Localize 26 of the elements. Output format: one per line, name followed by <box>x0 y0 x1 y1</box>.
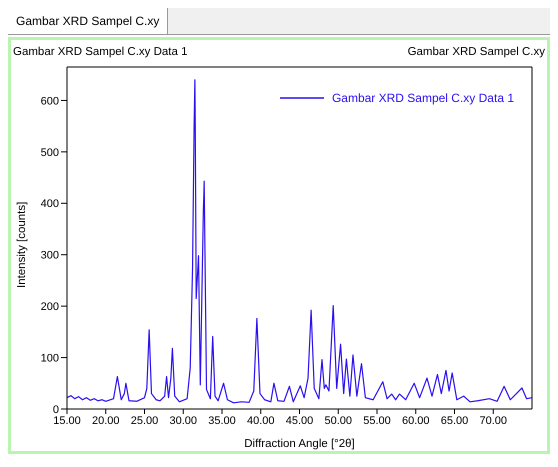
y-tick-label: 600 <box>40 95 59 108</box>
x-tick-label: 45.00 <box>286 414 314 427</box>
text: Gambar XRD Sampel C.xy <box>408 46 545 58</box>
y-axis-title: Intensity [counts] <box>16 202 28 288</box>
x-tick-label: 40.00 <box>246 414 275 427</box>
x-axis-title: Diffraction Angle [°2θ] <box>244 438 355 450</box>
x-tick-label: 50.00 <box>324 414 352 427</box>
x-tick-label: 65.00 <box>440 414 468 427</box>
text: Gambar XRD Sampel C.xy <box>8 8 168 34</box>
y-tick-label: 100 <box>40 352 59 364</box>
x-tick-label: 20.00 <box>92 414 120 427</box>
y-tick-label: 300 <box>40 250 59 262</box>
x-tick-label: 15.00 <box>53 414 81 427</box>
x-tick-label: 25.00 <box>130 414 158 427</box>
chart-title: Gambar XRD Sampel C.xy Data 1 <box>13 46 188 58</box>
legend-label: Gambar XRD Sampel C.xy Data 1 <box>332 91 514 105</box>
line-series <box>67 79 532 404</box>
x-tick-label: 35.00 <box>208 414 236 427</box>
y-tick-label: 200 <box>40 301 59 314</box>
x-tick-label: 55.00 <box>363 414 391 427</box>
y-tick-label: 500 <box>40 146 59 159</box>
x-tick-label: 30.00 <box>169 414 198 427</box>
y-tick-label: 400 <box>40 198 59 210</box>
y-tick-label: 0 <box>52 404 59 416</box>
x-tick-label: 60.00 <box>402 414 430 427</box>
x-tick-label: 70.00 <box>479 414 508 427</box>
